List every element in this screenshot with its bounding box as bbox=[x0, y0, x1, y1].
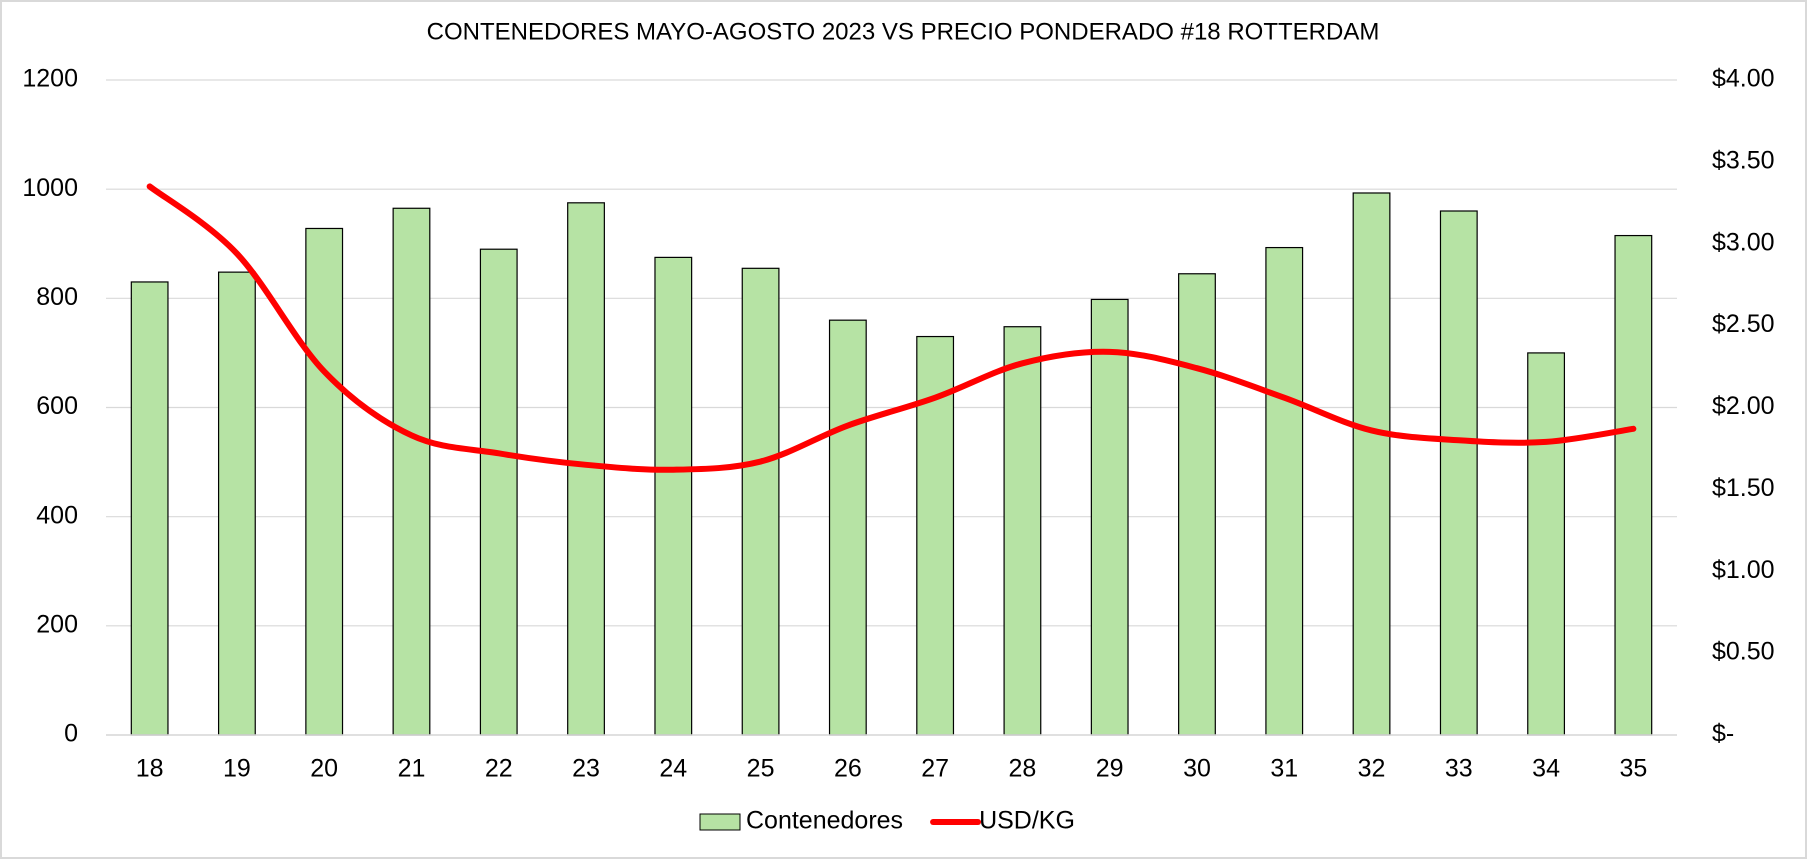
chart-title: CONTENEDORES MAYO-AGOSTO 2023 VS PRECIO … bbox=[427, 18, 1380, 45]
line bbox=[146, 183, 1637, 473]
y-tick-label: 1000 bbox=[22, 174, 78, 202]
y2-tick-label: $0.50 bbox=[1712, 638, 1775, 666]
x-tick-label: 21 bbox=[398, 755, 426, 783]
bar bbox=[1178, 273, 1216, 736]
x-tick-label: 25 bbox=[747, 755, 775, 783]
bar bbox=[654, 256, 693, 736]
y2-tick-label: $3.00 bbox=[1712, 228, 1775, 256]
bar bbox=[1265, 246, 1304, 736]
y2-tick-label: $4.00 bbox=[1712, 65, 1775, 93]
bar bbox=[741, 267, 780, 736]
y2-tick-label: $1.00 bbox=[1712, 556, 1775, 584]
y-tick-label: 1200 bbox=[22, 65, 78, 93]
y-tick-label: 400 bbox=[36, 501, 78, 529]
x-tick-label: 27 bbox=[921, 755, 949, 783]
x-tick-label: 23 bbox=[572, 755, 600, 783]
x-tick-label: 24 bbox=[659, 755, 687, 783]
x-tick-label: 28 bbox=[1009, 755, 1037, 783]
bar bbox=[479, 248, 518, 736]
y-tick-label: 0 bbox=[64, 720, 78, 748]
x-tick-label: 33 bbox=[1445, 755, 1473, 783]
x-tick-label: 19 bbox=[223, 755, 251, 783]
y-tick-label: 200 bbox=[36, 610, 78, 638]
y-tick-label: 800 bbox=[36, 283, 78, 311]
bar bbox=[305, 227, 344, 736]
y2-tick-label: $1.50 bbox=[1712, 474, 1775, 502]
x-tick-label: 26 bbox=[834, 755, 862, 783]
x-tick-label: 18 bbox=[136, 755, 164, 783]
x-tick-label: 22 bbox=[485, 755, 513, 783]
bar bbox=[130, 281, 169, 736]
bar bbox=[392, 207, 431, 736]
y2-tick-label: $3.50 bbox=[1712, 146, 1775, 174]
bar bbox=[217, 271, 256, 736]
bar bbox=[1614, 234, 1653, 736]
legend-label: USD/KG bbox=[979, 807, 1075, 835]
y2-tick-label: $2.50 bbox=[1712, 310, 1775, 338]
x-tick-label: 31 bbox=[1270, 755, 1298, 783]
x-tick-label: 20 bbox=[310, 755, 338, 783]
legend-label: Contenedores bbox=[746, 807, 903, 835]
bar bbox=[1003, 326, 1042, 736]
x-tick-label: 29 bbox=[1096, 755, 1124, 783]
bar bbox=[1439, 210, 1478, 736]
x-tick-label: 32 bbox=[1358, 755, 1386, 783]
y2-tick-label: $- bbox=[1712, 720, 1734, 748]
x-tick-label: 35 bbox=[1619, 755, 1647, 783]
x-tick-label: 34 bbox=[1532, 755, 1560, 783]
x-tick-label: 30 bbox=[1183, 755, 1211, 783]
bar bbox=[828, 319, 867, 736]
y-tick-label: 600 bbox=[36, 392, 78, 420]
y2-tick-label: $2.00 bbox=[1712, 392, 1775, 420]
bar bbox=[1090, 298, 1129, 736]
bar bbox=[1352, 192, 1391, 736]
bar bbox=[1527, 352, 1566, 736]
legend-swatch bbox=[699, 813, 741, 831]
